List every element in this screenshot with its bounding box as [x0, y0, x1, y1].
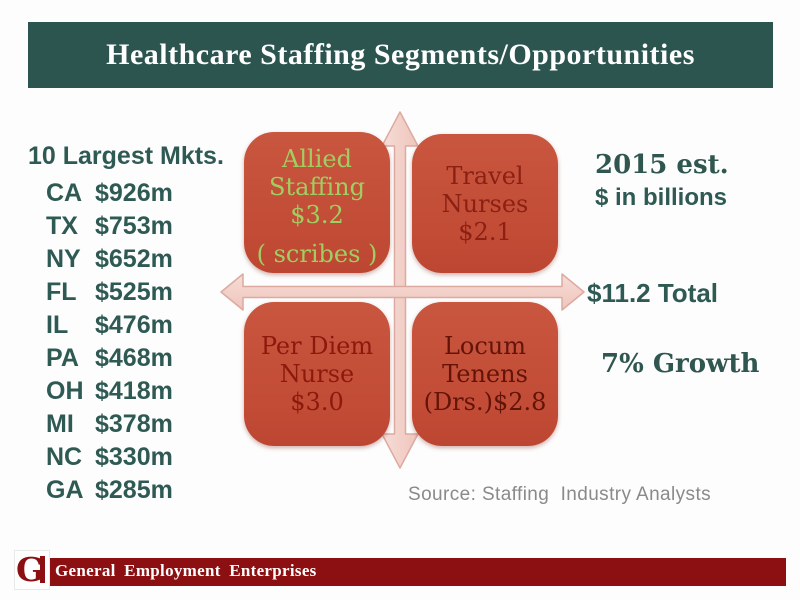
market-value: $753m [95, 212, 173, 240]
market-state: IL [46, 311, 69, 339]
box-value: $3.0 [290, 388, 344, 416]
estimate-units-label: $ in billions [595, 184, 728, 211]
company-logo: G [15, 551, 49, 589]
market-state: TX [46, 212, 78, 240]
box-label-line: Nurses [441, 189, 529, 218]
market-value: $418m [95, 377, 173, 405]
market-state: GA [46, 476, 84, 504]
box-label-line: Staffing [269, 173, 365, 201]
market-value: $476m [95, 311, 173, 339]
box-value: $2.1 [458, 217, 512, 246]
market-row: CA $926m [46, 177, 224, 210]
logo-vertical-bar-icon [40, 556, 45, 583]
quadrant-box-allied-staffing: Allied Staffing $3.2 ( scribes ) [244, 132, 390, 273]
total-label: $11.2 Total [587, 278, 719, 308]
market-row: NY $652m [46, 243, 224, 276]
market-row: NC $330m [46, 441, 224, 474]
market-value: $330m [95, 443, 173, 471]
logo-g-letter: G [16, 550, 45, 589]
market-state: NY [46, 245, 81, 273]
footer-bar: G General Employment Enterprises [15, 551, 786, 589]
market-value: $378m [95, 410, 173, 438]
box-note-scribes: ( scribes ) [256, 240, 378, 268]
market-value: $525m [95, 278, 173, 306]
market-row: MI $378m [46, 408, 224, 441]
estimate-year-label: 2015 est. [595, 150, 729, 180]
box-label-line: Locum [443, 332, 527, 360]
market-value: $468m [95, 344, 173, 372]
markets-heading: 10 Largest Mkts. [28, 142, 224, 170]
market-row: TX $753m [46, 210, 224, 243]
market-value: $285m [95, 476, 173, 504]
market-row: OH $418m [46, 375, 224, 408]
market-row: FL $525m [46, 276, 224, 309]
box-value: $3.2 [290, 201, 344, 229]
market-state: NC [46, 443, 83, 471]
market-state: CA [46, 179, 83, 207]
market-value: $652m [95, 245, 173, 273]
box-label-line: Nurse [279, 360, 355, 388]
quadrant-box-travel-nurses: Travel Nurses $2.1 [412, 134, 558, 273]
box-label-line: Allied [282, 145, 352, 173]
market-state: PA [46, 344, 79, 372]
box-value: (Drs.)$2.8 [423, 388, 547, 416]
company-name: General Employment Enterprises [55, 561, 317, 580]
title-bar: Healthcare Staffing Segments/Opportuniti… [28, 22, 773, 88]
largest-markets-list: 10 Largest Mkts. CA $926m TX $753m NY $6… [28, 142, 224, 507]
growth-label: 7% Growth [601, 349, 760, 379]
market-state: MI [46, 410, 74, 438]
market-state: OH [46, 377, 84, 405]
source-attribution: Source: Staffing Industry Analysts [408, 484, 712, 505]
box-label-line: Per Diem [260, 332, 374, 360]
slide-title: Healthcare Staffing Segments/Opportuniti… [106, 38, 695, 71]
box-label-line: Travel [446, 161, 524, 190]
market-row: GA $285m [46, 474, 224, 507]
market-row: PA $468m [46, 342, 224, 375]
market-state: FL [46, 278, 77, 306]
quadrant-box-per-diem-nurse: Per Diem Nurse $3.0 [244, 302, 390, 446]
market-row: IL $476m [46, 309, 224, 342]
quadrant-box-locum-tenens: Locum Tenens (Drs.)$2.8 [412, 302, 558, 446]
market-value: $926m [95, 179, 173, 207]
box-label-line: Tenens [442, 360, 528, 388]
